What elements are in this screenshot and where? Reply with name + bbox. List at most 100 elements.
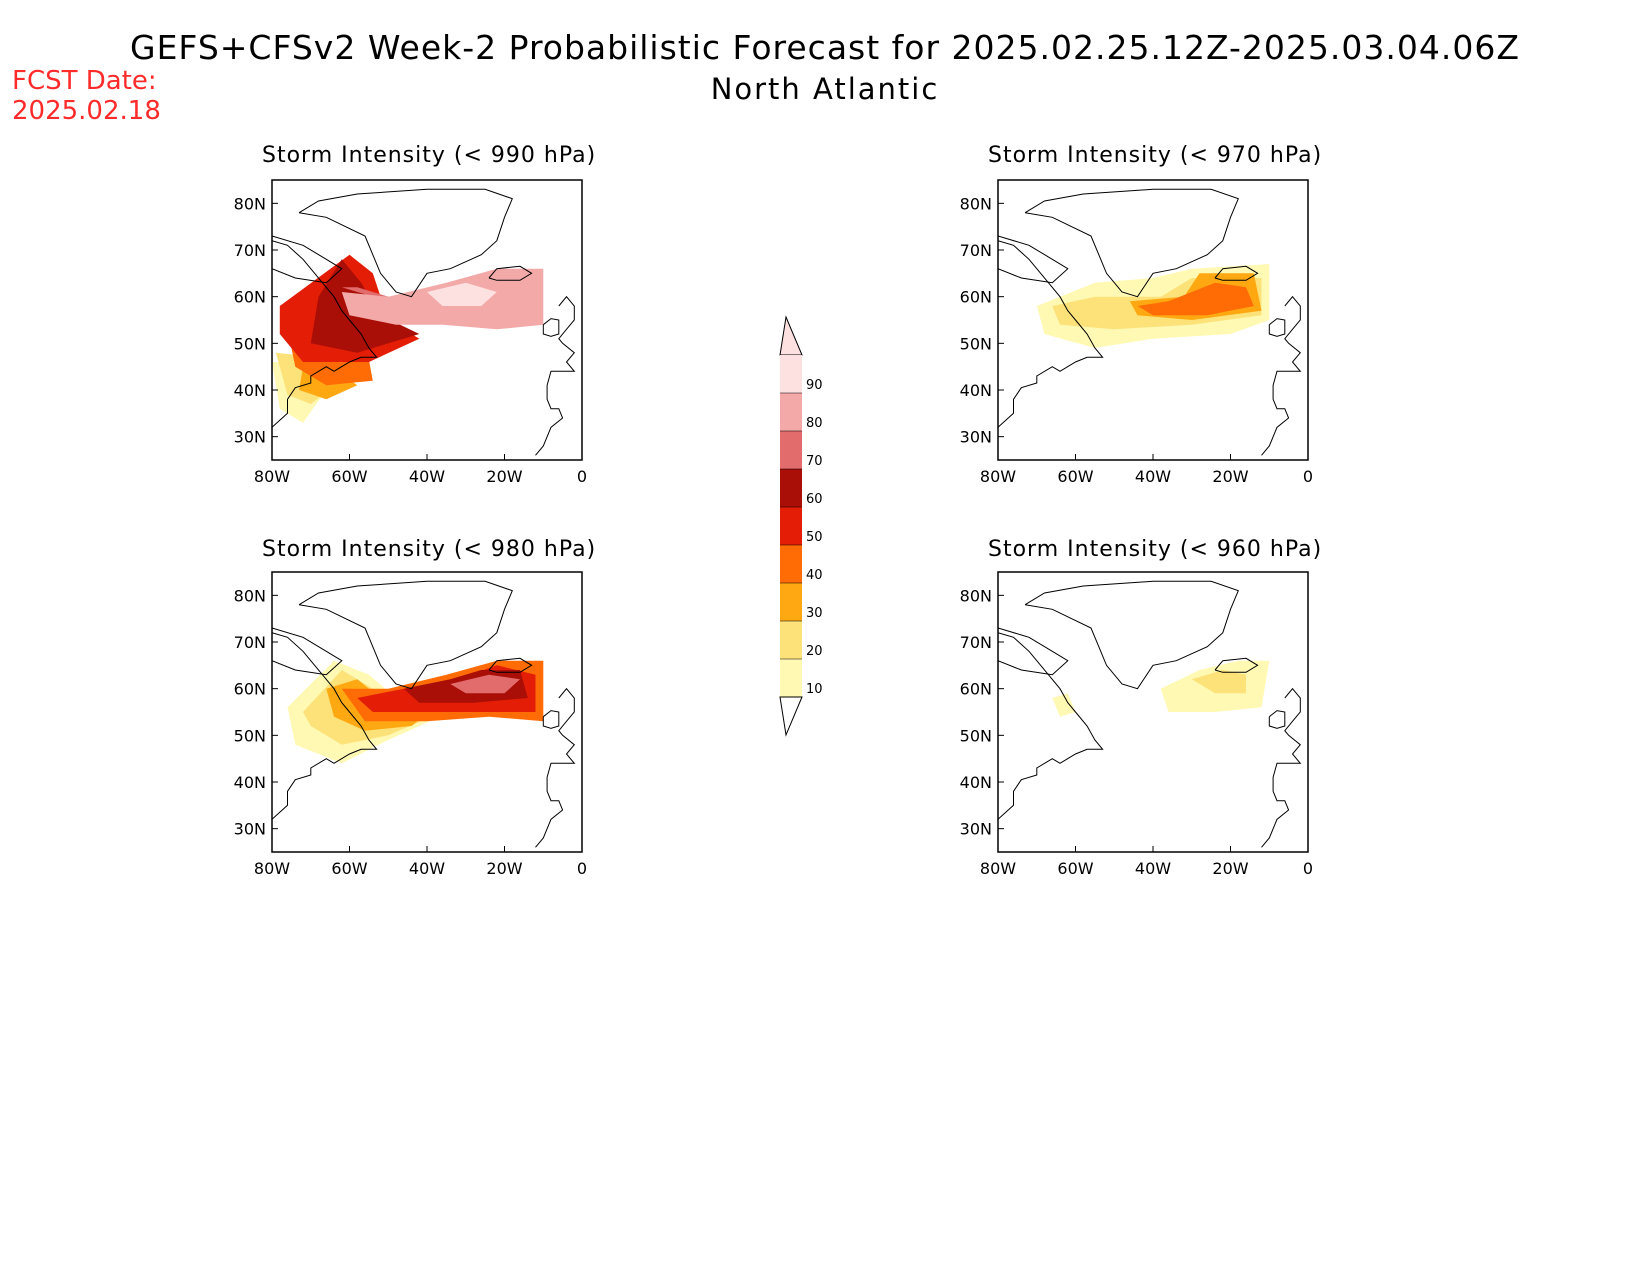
probability-region-70 — [450, 674, 520, 694]
y-tick-label: 30N — [960, 428, 992, 447]
colorbar-label: 60 — [806, 492, 823, 507]
probability-fill-layer — [287, 660, 544, 764]
map-panel-970: 80W 60W 40W 20W 0 80N 70N 60N 50N 40N 30N — [960, 179, 1313, 486]
x-tick-label: 60W — [331, 859, 367, 878]
y-tick-label: 70N — [234, 633, 266, 652]
main-title: GEFS+CFSv2 Week-2 Probabilistic Forecast… — [130, 28, 1520, 67]
probability-fill-layer — [1052, 660, 1270, 717]
coastline-baffin — [272, 235, 343, 284]
coastline-layer — [272, 188, 576, 456]
coastline-northAmerica — [272, 632, 378, 820]
y-tick-label: 80N — [234, 586, 266, 605]
coastline-greenland — [298, 188, 513, 298]
y-tick-label: 80N — [960, 586, 992, 605]
probability-region-20 — [1191, 670, 1246, 694]
probability-fill-layer — [1036, 264, 1270, 348]
y-tick-label: 50N — [960, 726, 992, 745]
coastline-iceland — [1214, 265, 1259, 281]
y-tick-label: 70N — [960, 633, 992, 652]
panel-title-960: Storm Intensity (< 960 hPa) — [988, 537, 1323, 562]
y-tick-label: 60N — [960, 288, 992, 307]
y-tick-label: 50N — [234, 334, 266, 353]
x-tick-label: 40W — [1135, 859, 1171, 878]
y-tick-label: 40N — [234, 381, 266, 400]
coastline-ireland — [1268, 710, 1286, 729]
coastline-ireland — [542, 318, 560, 337]
x-tick-label: 20W — [486, 467, 522, 486]
colorbar-label: 50 — [806, 530, 823, 545]
map-panel-990: 80W 60W 40W 20W 0 80N 70N 60N 50N 40N 30N — [234, 179, 587, 486]
map-panel-980: 80W 60W 40W 20W 0 80N 70N 60N 50N 40N 30N — [234, 571, 587, 878]
coastline-baffin — [998, 627, 1069, 676]
x-tick-label: 20W — [1212, 859, 1248, 878]
y-tick-label: 80N — [960, 194, 992, 213]
y-tick-label: 70N — [234, 241, 266, 260]
coastline-ireland — [1268, 318, 1286, 337]
map-panel-960: 80W 60W 40W 20W 0 80N 70N 60N 50N 40N 30N — [960, 571, 1313, 878]
x-tick-label: 20W — [1212, 467, 1248, 486]
colorbar-swatch — [780, 583, 802, 621]
colorbar-label: 10 — [806, 682, 823, 697]
coastline-greenland — [1024, 188, 1239, 298]
colorbar-swatch — [780, 469, 802, 507]
colorbar-swatch — [780, 393, 802, 431]
coastline-greenland — [298, 580, 513, 690]
x-tick-label: 40W — [409, 859, 445, 878]
y-tick-label: 80N — [234, 194, 266, 213]
x-tick-label: 80W — [980, 467, 1016, 486]
y-tick-label: 30N — [234, 428, 266, 447]
x-tick-label: 40W — [1135, 467, 1171, 486]
colorbar-label: 80 — [806, 416, 823, 431]
x-tick-label: 0 — [1303, 859, 1313, 878]
x-tick-label: 40W — [409, 467, 445, 486]
x-tick-label: 20W — [486, 859, 522, 878]
coastline-ireland — [542, 710, 560, 729]
coastline-baffin — [998, 235, 1069, 284]
coastline-northAmerica — [998, 240, 1104, 428]
coastline-iceland — [1214, 657, 1259, 673]
colorbar-swatch — [780, 621, 802, 659]
coastline-europe — [535, 295, 576, 456]
x-tick-label: 0 — [1303, 467, 1313, 486]
x-tick-label: 0 — [577, 467, 587, 486]
y-tick-label: 30N — [960, 820, 992, 839]
probability-region-10 — [1052, 693, 1076, 717]
y-tick-label: 40N — [960, 773, 992, 792]
region-subtitle: North Atlantic — [710, 72, 940, 106]
x-tick-label: 60W — [331, 467, 367, 486]
coastline-greenland — [1024, 580, 1239, 690]
coastline-northAmerica — [998, 632, 1104, 820]
colorbar-bottom-triangle — [779, 696, 803, 737]
x-tick-label: 80W — [254, 467, 290, 486]
colorbar-label: 20 — [806, 644, 823, 659]
coastline-layer — [998, 188, 1302, 456]
forecast-date-value: 2025.02.18 — [12, 96, 161, 126]
colorbar-swatch — [780, 507, 802, 545]
map-frame — [997, 571, 1309, 853]
y-tick-label: 60N — [234, 680, 266, 699]
y-tick-label: 70N — [960, 241, 992, 260]
probability-region-40 — [1137, 282, 1254, 316]
y-tick-label: 40N — [960, 381, 992, 400]
probability-region-90 — [427, 282, 497, 306]
x-tick-label: 60W — [1057, 859, 1093, 878]
colorbar-swatch — [780, 545, 802, 583]
colorbar-top-triangle — [779, 315, 803, 356]
forecast-date-label: FCST Date: — [12, 66, 157, 96]
coastline-europe — [535, 687, 576, 848]
y-tick-label: 40N — [234, 773, 266, 792]
coastline-europe — [1261, 687, 1302, 848]
panel-title-980: Storm Intensity (< 980 hPa) — [262, 537, 597, 562]
colorbar-label: 30 — [806, 606, 823, 621]
coastline-northAmerica — [272, 240, 378, 428]
y-tick-label: 60N — [960, 680, 992, 699]
y-tick-label: 50N — [234, 726, 266, 745]
colorbar-swatch — [780, 659, 802, 697]
x-tick-label: 80W — [254, 859, 290, 878]
panel-title-990: Storm Intensity (< 990 hPa) — [262, 143, 597, 168]
coastline-europe — [1261, 295, 1302, 456]
colorbar-swatch — [780, 431, 802, 469]
coastline-iceland — [488, 657, 533, 673]
coastline-iceland — [488, 265, 533, 281]
x-tick-label: 80W — [980, 859, 1016, 878]
